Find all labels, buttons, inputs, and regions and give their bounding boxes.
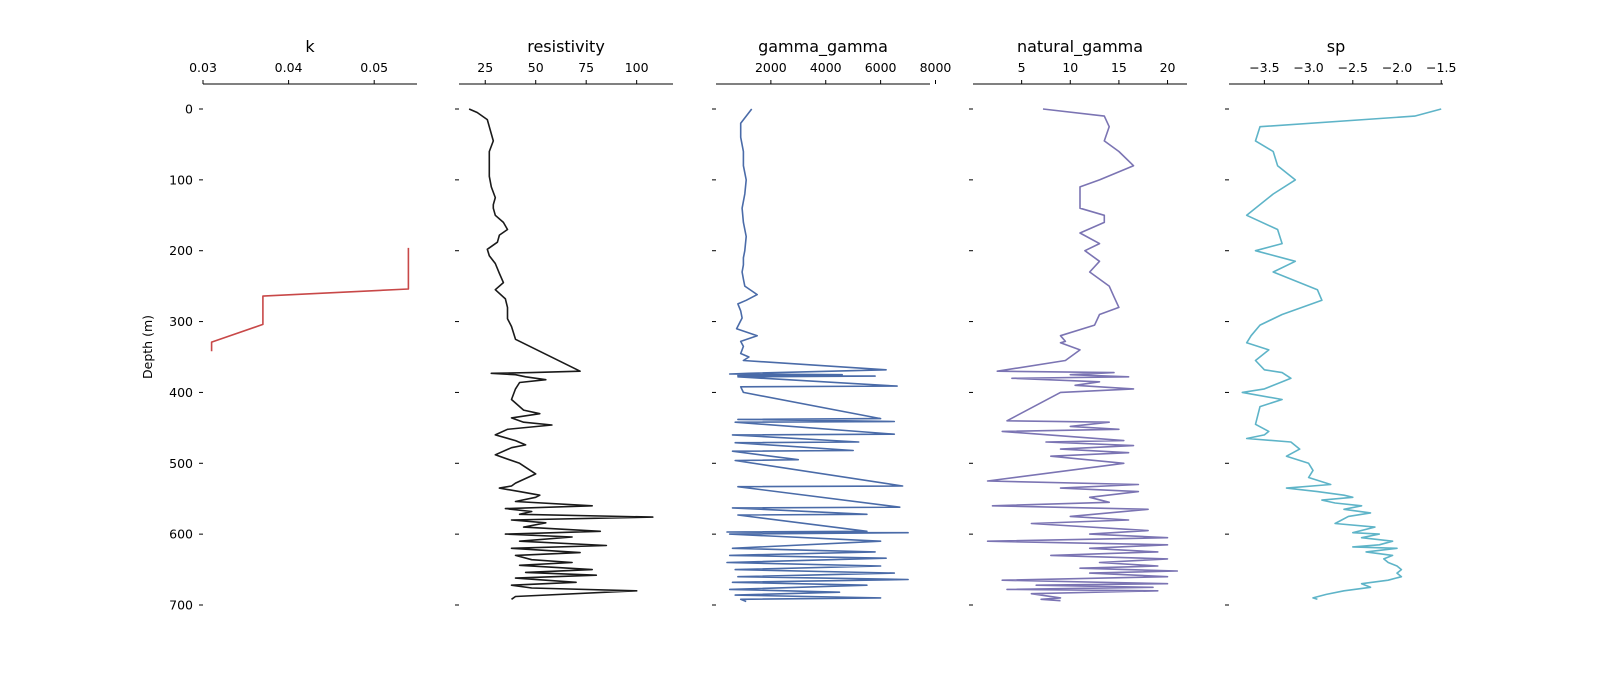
depth-tick-label: 100 — [169, 172, 193, 187]
x-tick-label: −3.0 — [1293, 60, 1323, 75]
x-tick-label: 0.03 — [189, 60, 217, 75]
x-tick-label: 8000 — [920, 60, 952, 75]
x-tick-label: −1.5 — [1426, 60, 1456, 75]
series-line-natural-gamma — [986, 108, 1179, 602]
x-tick-label: 6000 — [865, 60, 897, 75]
log-panels: k 0.03 0.04 0.05 0 100 200 300 400 500 600 700 resis… — [169, 37, 1456, 613]
x-tick-label: −3.5 — [1249, 60, 1279, 75]
panel-title: resistivity — [527, 37, 605, 56]
series-line-gamma-gamma — [726, 108, 909, 603]
depth-tick-label: 300 — [169, 314, 193, 329]
panel-k: k 0.03 0.04 0.05 0 100 200 300 400 500 600 700 — [169, 37, 417, 613]
panel-sp: sp −3.5 −3.0 −2.5 −2.0 −1.5 — [1225, 37, 1456, 606]
x-tick-label: 75 — [578, 60, 594, 75]
panel-title: k — [305, 37, 315, 56]
x-tick-label: 0.04 — [275, 60, 303, 75]
panel-resistivity: resistivity 25 50 75 100 — [455, 37, 673, 606]
x-tick-label: 15 — [1111, 60, 1127, 75]
depth-tick-label: 0 — [185, 102, 193, 117]
x-tick-label: 50 — [528, 60, 544, 75]
x-tick-label: 2000 — [755, 60, 787, 75]
series-line-resistivity — [468, 108, 654, 600]
x-tick-label: −2.0 — [1382, 60, 1412, 75]
x-tick-label: 5 — [1018, 60, 1026, 75]
panel-title: sp — [1327, 37, 1346, 56]
x-tick-label: 20 — [1160, 60, 1176, 75]
series-line-k — [210, 247, 410, 352]
depth-tick-label: 600 — [169, 527, 193, 542]
depth-tick-label: 700 — [169, 598, 193, 613]
depth-tick-label: 500 — [169, 456, 193, 471]
x-tick-label: 10 — [1062, 60, 1078, 75]
depth-tick-label: 400 — [169, 385, 193, 400]
x-tick-label: 100 — [625, 60, 649, 75]
panel-natural-gamma: natural_gamma 5 10 15 20 — [969, 37, 1187, 606]
depth-tick-label: 200 — [169, 243, 193, 258]
depth-axis-label: Depth (m) — [140, 315, 155, 379]
panel-title: gamma_gamma — [758, 37, 888, 57]
x-tick-label: 25 — [477, 60, 493, 75]
x-tick-label: 0.05 — [360, 60, 388, 75]
series-line-sp — [1241, 108, 1442, 601]
x-tick-label: −2.5 — [1338, 60, 1368, 75]
panel-title: natural_gamma — [1017, 37, 1143, 57]
x-tick-label: 4000 — [810, 60, 842, 75]
panel-gamma-gamma: gamma_gamma 2000 4000 6000 8000 — [712, 37, 952, 606]
